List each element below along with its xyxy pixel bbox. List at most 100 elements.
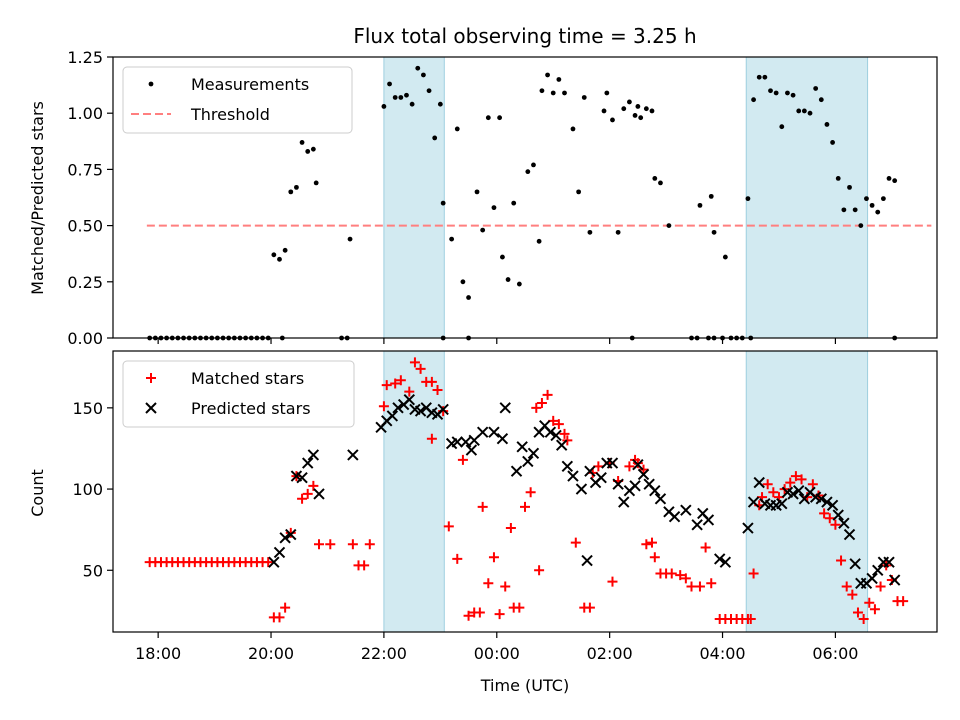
predicted-star-point <box>313 488 325 500</box>
matched-star-point <box>359 560 370 571</box>
measurement-point <box>466 295 471 300</box>
matched-star-point <box>624 461 635 472</box>
predicted-star-point <box>302 457 314 469</box>
y-tick-label: 100 <box>72 480 103 499</box>
matched-star-point <box>531 402 542 413</box>
predicted-star-point <box>499 402 511 414</box>
measurement-point <box>381 104 387 109</box>
predicted-star-point <box>680 504 692 516</box>
measurement-point <box>652 175 658 181</box>
measurement-point <box>835 175 841 181</box>
predicted-star-point <box>702 514 715 526</box>
predicted-star-point <box>392 402 404 414</box>
matched-star-point <box>858 614 869 625</box>
x-tick-label: 04:00 <box>699 644 745 663</box>
matched-star-point <box>536 397 547 408</box>
matched-star-point <box>632 458 643 469</box>
measurement-point <box>485 115 491 121</box>
legend-marker-matched <box>146 373 156 383</box>
measurement-point <box>556 77 562 82</box>
matched-star-point <box>593 461 604 472</box>
matched-star-point <box>390 378 401 389</box>
predicted-star-point <box>347 449 359 461</box>
predicted-star-point <box>476 426 489 438</box>
predicted-star-point <box>866 572 878 585</box>
measurement-point <box>282 247 288 253</box>
matched-star-point <box>274 612 285 623</box>
measurement-point <box>869 202 875 208</box>
measurement-point <box>801 108 807 114</box>
measurement-point <box>658 180 663 186</box>
matched-star-point <box>474 607 485 618</box>
predicted-star-point <box>465 444 478 456</box>
predicted-star-point <box>550 429 562 442</box>
x-tick-label: 20:00 <box>248 644 294 663</box>
observing-window-shade <box>383 350 445 633</box>
matched-star-point <box>584 602 595 613</box>
bottom-y-axis-label: Count <box>28 469 47 517</box>
matched-star-point <box>426 376 437 387</box>
predicted-star-point <box>516 441 528 453</box>
measurement-point <box>638 115 644 121</box>
legend-label: Threshold <box>190 105 270 124</box>
predicted-star-point <box>555 439 568 451</box>
predicted-star-point <box>437 403 449 416</box>
panel-frame <box>112 56 938 339</box>
y-tick-label: 150 <box>72 399 103 418</box>
measurement-point <box>841 207 847 213</box>
matched-star-point <box>297 493 308 504</box>
measurement-point <box>875 209 881 215</box>
measurement-point <box>398 95 404 100</box>
measurement-point <box>432 135 438 141</box>
predicted-star-point <box>832 509 844 521</box>
matched-star-point <box>570 537 581 548</box>
matched-star-point <box>505 523 516 534</box>
matched-star-point <box>285 527 296 538</box>
predicted-star-point <box>527 447 540 460</box>
measurement-point <box>426 88 432 94</box>
matched-star-point <box>638 464 649 475</box>
predicted-star-point <box>273 546 286 559</box>
predicted-star-point <box>595 471 607 484</box>
measurement-point <box>697 202 703 208</box>
matched-star-point <box>807 479 818 490</box>
predicted-star-point <box>787 488 799 500</box>
measurement-point <box>824 122 830 127</box>
matched-star-point <box>841 581 852 592</box>
matched-star-point <box>432 384 443 395</box>
measurement-point <box>310 146 316 152</box>
predicted-star-point <box>888 574 901 586</box>
matched-star-point <box>559 428 570 439</box>
matched-star-point <box>824 513 835 524</box>
matched-star-point <box>745 614 756 625</box>
y-tick-label: 0.75 <box>67 160 103 179</box>
matched-star-point <box>525 487 536 498</box>
measurement-point <box>545 72 550 78</box>
measurement-point <box>347 236 353 242</box>
predicted-star-point <box>575 483 588 495</box>
measurement-point <box>858 223 864 229</box>
measurement-point <box>708 193 714 199</box>
measurement-point <box>299 140 305 145</box>
measurement-point <box>615 229 621 235</box>
predicted-star-point <box>307 449 320 461</box>
predicted-star-point <box>821 496 833 508</box>
matched-star-point <box>762 479 773 490</box>
x-tick-label: 18:00 <box>135 644 181 663</box>
measurement-point <box>525 169 531 175</box>
legend-box <box>122 360 355 428</box>
measurement-point <box>437 101 443 107</box>
measurement-point <box>288 189 294 195</box>
measurement-point <box>666 223 672 229</box>
measurement-point <box>313 180 319 186</box>
matched-star-point <box>443 521 454 532</box>
matched-star-point <box>768 487 779 498</box>
predicted-star-point <box>632 458 644 471</box>
y-tick-label: 0.00 <box>67 329 103 348</box>
matched-star-point <box>426 433 437 444</box>
legend-marker-measurements <box>148 81 154 87</box>
matched-star-point <box>488 552 499 563</box>
measurement-point <box>785 90 790 96</box>
x-tick-label: 22:00 <box>361 644 407 663</box>
